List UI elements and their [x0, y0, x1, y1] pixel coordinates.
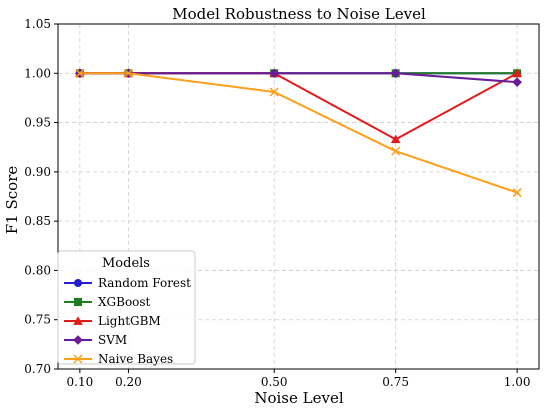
x-axis-title: Noise Level [254, 389, 343, 407]
data-point [390, 134, 401, 144]
legend-item: SVM [64, 333, 127, 347]
data-point [512, 188, 522, 198]
series-naive-bayes [75, 68, 522, 198]
x-tick-label: 0.10 [67, 375, 94, 389]
legend: Models Random Forest XGBoost LightGBM SVM Na… [57, 250, 196, 366]
legend-label: XGBoost [98, 295, 151, 309]
x-tick-label: 1.00 [504, 375, 531, 389]
data-point [269, 87, 279, 97]
legend-item: XGBoost [64, 295, 151, 309]
data-point [123, 68, 133, 78]
legend-marker [73, 316, 83, 325]
y-tick-label: 0.80 [24, 263, 51, 277]
legend-box [57, 250, 196, 365]
x-tick-label: 0.20 [115, 375, 142, 389]
y-tick-label: 0.70 [24, 362, 51, 376]
legend-marker [73, 335, 83, 345]
data-point [512, 77, 522, 87]
y-tick-label: 0.95 [24, 116, 51, 130]
data-point [390, 68, 401, 79]
data-point [391, 146, 401, 156]
legend-marker [74, 298, 82, 306]
legend-label: Naive Bayes [98, 352, 173, 366]
y-axis-ticks: 0.70 0.75 0.80 0.85 0.90 0.95 1.00 1.05 [24, 17, 58, 376]
x-tick-label: 0.50 [261, 375, 288, 389]
y-tick-label: 1.00 [24, 66, 51, 80]
legend-item: LightGBM [64, 314, 161, 328]
legend-label: LightGBM [98, 314, 161, 328]
legend-title: Models [102, 256, 150, 271]
series-svm [75, 68, 522, 87]
series-lightgbm [75, 68, 522, 144]
series-layer [75, 68, 522, 198]
series-line [79, 72, 518, 141]
y-tick-label: 1.05 [24, 17, 51, 31]
chart-title: Model Robustness to Noise Level [172, 5, 426, 23]
legend-label: SVM [98, 333, 127, 347]
data-point [512, 68, 522, 78]
y-tick-label: 0.85 [24, 214, 51, 228]
y-tick-label: 0.75 [24, 313, 51, 327]
legend-item: Random Forest [64, 276, 191, 290]
legend-marker [73, 354, 83, 364]
legend-marker [74, 279, 82, 287]
legend-item: Naive Bayes [64, 352, 173, 366]
legend-label: Random Forest [98, 276, 191, 290]
plot-frame [57, 23, 540, 370]
data-point [75, 68, 85, 78]
y-tick-label: 0.90 [24, 165, 51, 179]
data-point [269, 68, 280, 79]
x-tick-label: 0.75 [382, 375, 409, 389]
y-axis-title: F1 Score [3, 166, 21, 235]
series-line [79, 72, 518, 194]
x-axis-ticks: 0.10 0.20 0.50 0.75 1.00 [67, 369, 531, 389]
